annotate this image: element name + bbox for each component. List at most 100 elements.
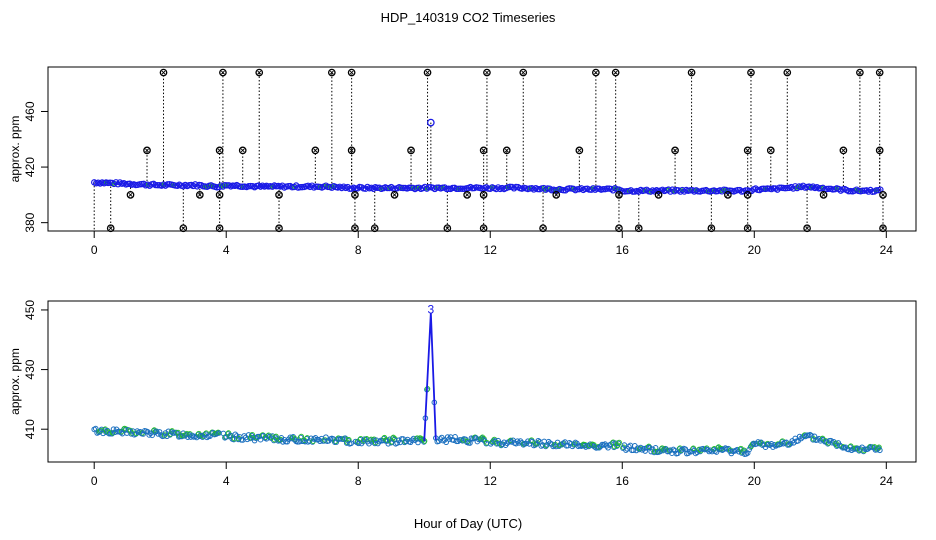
flag-cross [857, 70, 862, 75]
flag-cross [745, 192, 750, 197]
flag-cross [745, 226, 750, 231]
y-tick-label: 410 [23, 419, 37, 439]
x-tick-label: 0 [91, 474, 98, 488]
flag-cross [805, 226, 810, 231]
y-axis-label: approx. ppm [8, 116, 22, 183]
series-point [740, 448, 747, 454]
series-point [443, 439, 449, 446]
flag-cross [108, 226, 113, 231]
flag-cross [636, 226, 641, 231]
flag-point [275, 224, 283, 233]
series-point [706, 448, 712, 455]
flag-point [195, 191, 204, 199]
series-point [389, 435, 396, 442]
x-tick-label: 20 [748, 474, 762, 488]
series-point [394, 440, 400, 446]
flag-cross [257, 70, 262, 75]
series-point [734, 186, 741, 194]
flag-cross [689, 70, 694, 75]
flag-point [803, 224, 811, 233]
flag-point [351, 191, 359, 199]
series-point [467, 440, 473, 446]
flag-point [879, 224, 887, 233]
y-tick-label: 450 [23, 300, 37, 320]
series-point [623, 447, 629, 453]
flag-point [347, 68, 356, 77]
flag-cross [372, 226, 377, 231]
flag-cross [877, 70, 882, 75]
flag-point [766, 146, 775, 155]
y-tick-label: 380 [23, 212, 37, 232]
flag-point [215, 191, 224, 199]
x-tick-label: 12 [484, 474, 498, 488]
series-point [596, 444, 602, 451]
series-point [506, 183, 514, 191]
series-point [309, 439, 316, 445]
series-point-alt [484, 439, 490, 446]
flag-cross [181, 226, 186, 231]
flag-point [819, 191, 828, 199]
series-point [154, 181, 161, 189]
series-point [132, 431, 139, 437]
series-point [288, 435, 295, 442]
y-tick-label: 420 [23, 157, 37, 177]
flag-cross [577, 148, 582, 153]
flag-point [687, 68, 696, 77]
flag-cross [349, 148, 354, 153]
series-point [152, 181, 159, 189]
flag-cross [593, 70, 598, 75]
flag-cross [128, 192, 133, 197]
flag-point [106, 224, 115, 233]
flag-point [839, 146, 848, 155]
flag-cross [145, 148, 149, 153]
flag-cross [217, 226, 222, 231]
series-point [715, 445, 721, 451]
series-line [423, 312, 437, 442]
flag-point [634, 224, 643, 233]
series-point [189, 432, 196, 439]
flag-cross [217, 148, 222, 153]
flag-point [255, 68, 264, 77]
flag-point [390, 191, 399, 199]
series-point [372, 440, 378, 447]
flag-cross [197, 192, 202, 197]
x-tick-label: 24 [880, 243, 894, 257]
series-point [495, 437, 501, 444]
flag-point [423, 68, 432, 77]
flag-point [671, 146, 679, 155]
series-point [639, 447, 646, 453]
flag-cross [277, 226, 281, 231]
series-point [156, 429, 163, 435]
series-point [346, 185, 353, 192]
series-point-alt [646, 443, 652, 450]
flag-cross [217, 192, 222, 197]
flag-point [552, 191, 561, 199]
y-axis-label: approx. ppm [8, 348, 22, 415]
outlier-point [426, 118, 435, 127]
flag-cross [481, 226, 486, 231]
flag-cross [841, 148, 846, 153]
series-point [146, 432, 152, 438]
series-point [603, 185, 611, 192]
flag-cross [485, 70, 489, 75]
flag-cross [313, 148, 318, 153]
flag-cross [613, 70, 618, 75]
flag-point [615, 191, 623, 199]
flag-point [351, 224, 359, 233]
flag-point [483, 68, 491, 77]
flag-cross [240, 148, 245, 153]
series-point [534, 185, 541, 193]
flag-cross [749, 70, 753, 75]
flag-cross [881, 226, 885, 231]
flag-cross [617, 192, 621, 197]
flag-point [463, 191, 471, 199]
series-point-alt [616, 439, 622, 446]
series-point [692, 450, 699, 457]
y-tick-label: 460 [23, 101, 37, 121]
series-point [367, 437, 374, 444]
figure-title: HDP_140319 CO2 Timeseries [381, 10, 556, 25]
flag-cross [768, 148, 773, 153]
flag-point [707, 224, 716, 233]
flag-point [539, 224, 547, 233]
